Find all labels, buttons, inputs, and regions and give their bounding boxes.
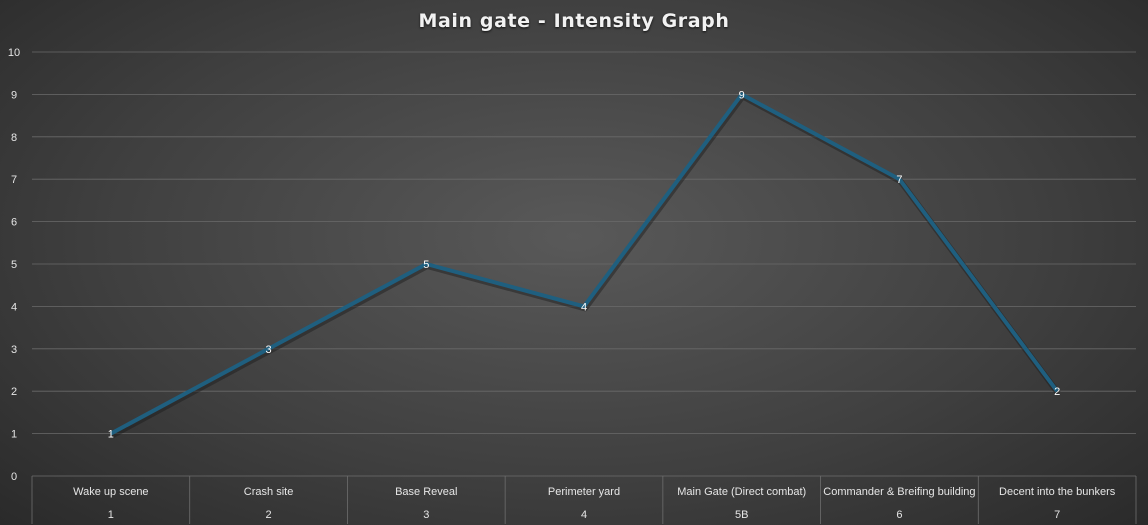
y-tick-label: 5 xyxy=(11,259,17,271)
data-label: 4 xyxy=(581,301,587,313)
data-label: 7 xyxy=(896,174,902,186)
x-category-number: 4 xyxy=(581,509,587,521)
x-category-number: 5B xyxy=(735,509,748,521)
data-label: 5 xyxy=(423,259,429,271)
y-tick-label: 0 xyxy=(11,471,17,483)
y-tick-label: 9 xyxy=(11,89,17,101)
data-label: 2 xyxy=(1054,386,1060,398)
y-tick-label: 7 xyxy=(11,174,17,186)
x-category-label: Perimeter yard xyxy=(548,486,620,498)
series-line-shadow xyxy=(110,93,1061,439)
series-line-path xyxy=(109,92,1059,436)
y-tick-label: 3 xyxy=(11,344,17,356)
series-line xyxy=(109,92,1061,439)
x-category-label: Wake up scene xyxy=(73,486,148,498)
category-table: Wake up scene 1 Crash site 2 Base Reveal 3 Per… xyxy=(31,475,1137,524)
x-category-label: Main Gate (Direct combat) xyxy=(677,486,806,498)
x-category-label: Decent into the bunkers xyxy=(999,486,1116,498)
x-category-label: Commander & Breifing building xyxy=(823,486,975,498)
x-category-number: 3 xyxy=(423,509,429,521)
data-labels: 1 3 5 4 9 7 2 xyxy=(108,89,1060,440)
chart-title: Main gate - Intensity Graph xyxy=(418,10,730,32)
y-tick-label: 2 xyxy=(11,386,17,398)
y-tick-label: 1 xyxy=(11,429,17,441)
y-tick-label: 4 xyxy=(11,301,17,313)
x-category-number: 2 xyxy=(266,509,272,521)
gridlines xyxy=(32,51,1136,435)
x-category-number: 7 xyxy=(1054,509,1060,521)
data-label: 1 xyxy=(108,429,114,441)
x-category-label: Base Reveal xyxy=(395,486,457,498)
data-label: 3 xyxy=(266,344,272,356)
x-category-number: 6 xyxy=(896,509,902,521)
x-category-label: Crash site xyxy=(244,486,294,498)
x-category-number: 1 xyxy=(108,509,114,521)
y-tick-label: 6 xyxy=(11,217,17,229)
y-tick-label: 8 xyxy=(11,132,17,144)
y-tick-label: 10 xyxy=(8,47,20,59)
data-label: 9 xyxy=(739,89,745,101)
y-axis-ticks: 0 1 2 3 4 5 6 7 8 9 10 xyxy=(8,47,20,483)
